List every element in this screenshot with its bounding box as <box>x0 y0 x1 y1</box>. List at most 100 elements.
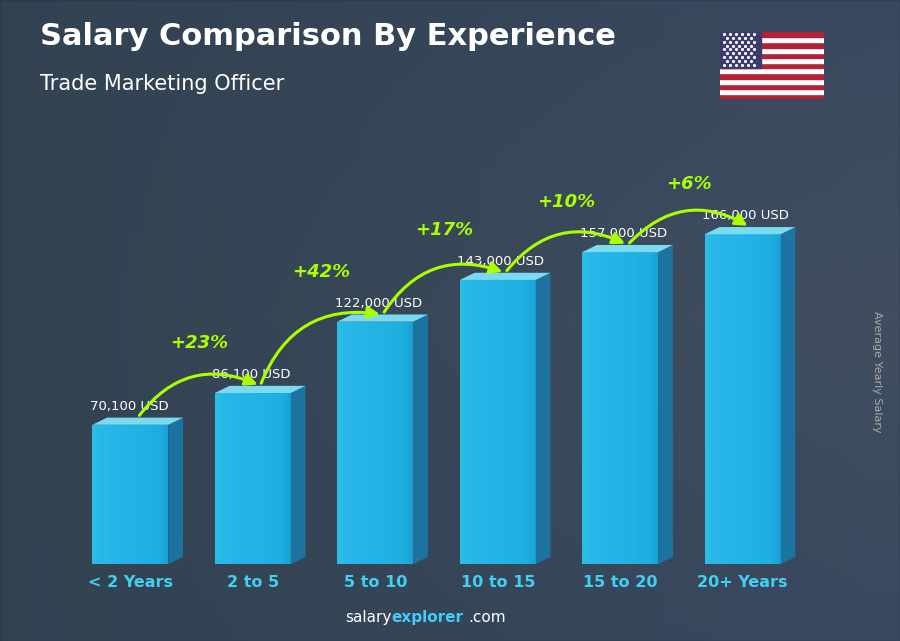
Bar <box>284 393 285 564</box>
Bar <box>98 425 100 564</box>
Bar <box>637 252 639 564</box>
Bar <box>492 280 494 564</box>
Bar <box>146 425 148 564</box>
Bar <box>372 322 374 564</box>
Polygon shape <box>658 245 673 564</box>
Bar <box>165 425 166 564</box>
Bar <box>491 280 492 564</box>
Bar <box>385 322 387 564</box>
Bar <box>526 280 528 564</box>
Bar <box>656 252 658 564</box>
Bar <box>503 280 506 564</box>
Bar <box>720 42 824 47</box>
Bar <box>528 280 530 564</box>
Bar <box>749 234 751 564</box>
Bar <box>465 280 467 564</box>
Bar <box>720 53 824 58</box>
Bar <box>513 280 515 564</box>
Bar <box>720 58 824 63</box>
Bar <box>588 252 590 564</box>
Bar <box>400 322 402 564</box>
Bar <box>739 234 741 564</box>
Bar <box>265 393 266 564</box>
Bar <box>752 234 754 564</box>
Bar <box>460 280 462 564</box>
Bar <box>754 234 756 564</box>
Bar <box>596 252 598 564</box>
Bar <box>705 234 706 564</box>
Bar <box>375 322 377 564</box>
Text: explorer: explorer <box>392 610 464 625</box>
Bar <box>260 393 262 564</box>
Bar <box>387 322 389 564</box>
Bar <box>601 252 603 564</box>
Bar <box>462 280 464 564</box>
Bar <box>117 425 119 564</box>
Text: +23%: +23% <box>170 334 228 352</box>
Bar <box>341 322 343 564</box>
Bar <box>720 32 761 69</box>
Bar <box>258 393 260 564</box>
Bar <box>525 280 526 564</box>
Bar <box>475 280 477 564</box>
Bar <box>134 425 136 564</box>
Bar <box>262 393 265 564</box>
Bar <box>132 425 134 564</box>
Bar <box>396 322 398 564</box>
Bar <box>486 280 489 564</box>
Bar <box>392 322 394 564</box>
Bar <box>370 322 372 564</box>
Bar <box>105 425 108 564</box>
Text: 122,000 USD: 122,000 USD <box>335 297 422 310</box>
Bar <box>166 425 168 564</box>
Bar <box>249 393 251 564</box>
Bar <box>215 393 217 564</box>
Bar <box>389 322 391 564</box>
Bar <box>768 234 769 564</box>
Bar <box>338 322 339 564</box>
Bar <box>729 234 732 564</box>
Bar <box>277 393 279 564</box>
Bar <box>236 393 238 564</box>
Bar <box>608 252 611 564</box>
Bar <box>411 322 413 564</box>
Text: +6%: +6% <box>666 175 712 194</box>
Bar <box>720 234 722 564</box>
Text: 157,000 USD: 157,000 USD <box>580 227 667 240</box>
Bar <box>652 252 654 564</box>
Bar <box>119 425 121 564</box>
Bar <box>230 393 232 564</box>
Bar <box>615 252 616 564</box>
Bar <box>634 252 635 564</box>
Polygon shape <box>536 273 551 564</box>
Polygon shape <box>338 315 428 322</box>
Bar <box>647 252 649 564</box>
Bar <box>598 252 599 564</box>
FancyArrowPatch shape <box>140 374 255 415</box>
Bar <box>161 425 163 564</box>
Text: 70,100 USD: 70,100 USD <box>90 400 168 413</box>
Bar <box>402 322 404 564</box>
Bar <box>622 252 624 564</box>
Bar <box>742 234 744 564</box>
Bar <box>353 322 355 564</box>
Bar <box>720 47 824 53</box>
Bar <box>287 393 289 564</box>
Bar <box>643 252 645 564</box>
Text: 86,100 USD: 86,100 USD <box>212 368 291 381</box>
Bar <box>605 252 607 564</box>
Bar <box>758 234 760 564</box>
Bar <box>362 322 364 564</box>
Bar <box>140 425 141 564</box>
FancyArrowPatch shape <box>507 232 622 271</box>
Bar <box>356 322 358 564</box>
Bar <box>113 425 115 564</box>
Bar <box>282 393 284 564</box>
Bar <box>115 425 117 564</box>
Bar <box>737 234 739 564</box>
Bar <box>272 393 274 564</box>
Bar <box>706 234 708 564</box>
Bar <box>108 425 110 564</box>
Bar <box>104 425 105 564</box>
Bar <box>149 425 151 564</box>
